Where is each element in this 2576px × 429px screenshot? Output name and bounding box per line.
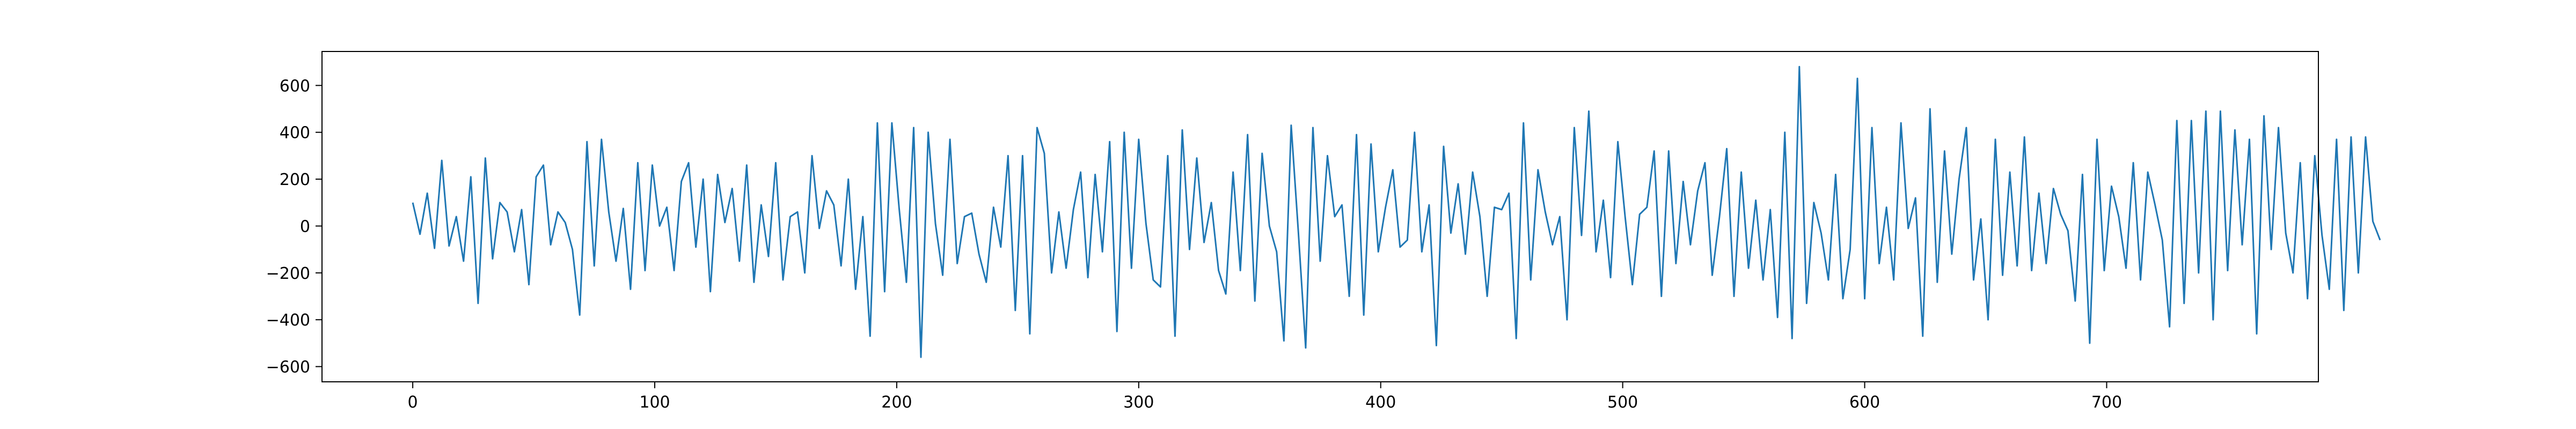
x-tick-label: 600 <box>1849 393 1880 412</box>
y-tick-label: 200 <box>280 171 310 189</box>
y-tick-label: 400 <box>280 124 310 143</box>
x-tick-label: 700 <box>2091 393 2122 412</box>
axes-frame <box>321 51 2319 382</box>
x-tick-label: 200 <box>881 393 912 412</box>
y-tick-label: −200 <box>266 264 310 283</box>
x-tick-label: 100 <box>639 393 670 412</box>
x-tick-label: 0 <box>408 393 418 412</box>
y-tick-label: −600 <box>266 358 310 377</box>
y-tick-label: 0 <box>300 217 310 236</box>
x-tick-label: 500 <box>1607 393 1638 412</box>
y-tick-label: −400 <box>266 311 310 330</box>
x-tick-label: 400 <box>1365 393 1396 412</box>
series-line-0 <box>412 65 2381 358</box>
x-tick-label: 300 <box>1123 393 1154 412</box>
plot-area <box>412 65 2381 358</box>
y-axis: −600 −400 −200 0 200 400 600 <box>266 77 322 377</box>
x-axis: 0 100 200 300 400 500 600 700 <box>408 382 2122 412</box>
y-tick-label: 600 <box>280 77 310 95</box>
